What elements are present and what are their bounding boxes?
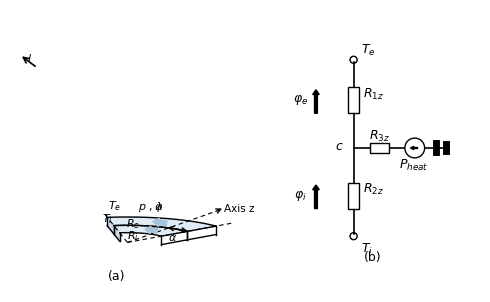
Text: $R_e$: $R_e$ [126, 217, 141, 230]
Bar [348, 183, 360, 209]
Text: $c$: $c$ [335, 140, 343, 153]
Text: $\varphi$: $\varphi$ [154, 202, 164, 214]
Text: $\varphi_i$: $\varphi_i$ [294, 189, 307, 203]
Text: (b): (b) [364, 251, 381, 264]
FancyArrow shape [153, 218, 167, 226]
Text: $\alpha$: $\alpha$ [168, 233, 177, 243]
Text: $p$ , $\lambda$: $p$ , $\lambda$ [138, 201, 163, 214]
Text: $l$: $l$ [27, 53, 32, 64]
Text: $T_e$: $T_e$ [361, 43, 375, 58]
Text: $R_{3z}$: $R_{3z}$ [369, 129, 390, 144]
Text: $R_i$: $R_i$ [127, 229, 139, 243]
Polygon shape [114, 226, 120, 241]
Text: (a): (a) [107, 270, 125, 283]
Polygon shape [107, 217, 216, 231]
Text: $T_i$: $T_i$ [101, 212, 113, 226]
FancyArrow shape [145, 226, 158, 234]
Circle shape [405, 138, 425, 158]
Text: $R_{1z}$: $R_{1z}$ [363, 87, 384, 102]
Polygon shape [114, 225, 187, 236]
Text: $T_i$: $T_i$ [361, 242, 373, 257]
Text: $T_e$: $T_e$ [108, 200, 122, 214]
FancyArrow shape [411, 146, 417, 149]
FancyArrow shape [313, 90, 319, 113]
Text: $\varphi_e$: $\varphi_e$ [293, 93, 308, 107]
Text: $R_{2z}$: $R_{2z}$ [363, 182, 384, 197]
Text: $P_{heat}$: $P_{heat}$ [399, 157, 428, 172]
Bar [370, 143, 389, 153]
Text: Axis z: Axis z [223, 204, 254, 214]
FancyArrow shape [313, 185, 319, 209]
Text: $\varphi$: $\varphi$ [147, 224, 156, 236]
Bar [348, 87, 360, 113]
Polygon shape [107, 217, 114, 234]
